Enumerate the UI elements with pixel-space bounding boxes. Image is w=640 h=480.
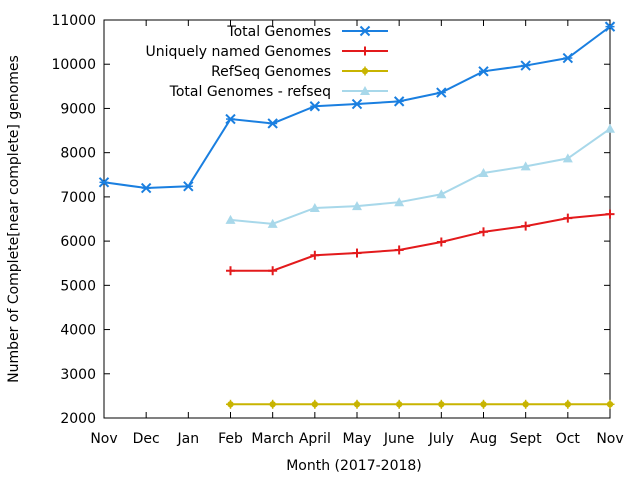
x-tick-label: Sept (510, 431, 542, 447)
x-tick-label: July (428, 431, 454, 447)
series-total-genomes-refseq (225, 123, 615, 228)
data-point (226, 266, 235, 276)
data-point (479, 399, 488, 409)
data-point (562, 52, 574, 64)
x-tick-label: June (383, 431, 415, 447)
x-axis-title: Month (2017-2018) (286, 458, 422, 474)
axis-ticks (103, 19, 611, 419)
x-tick-label: March (251, 431, 294, 447)
legend-label: Total Genomes - refseq (169, 84, 331, 100)
series-line (230, 127, 611, 225)
x-tick-label: Dec (133, 431, 160, 447)
data-point (226, 399, 235, 409)
x-tick-label: April (299, 431, 331, 447)
data-point (351, 98, 363, 110)
x-tick-label: Jan (177, 431, 200, 447)
y-tick-label: 7000 (60, 190, 96, 206)
data-point (140, 182, 152, 194)
data-point (562, 153, 573, 163)
series-refseq-genomes (226, 399, 615, 409)
data-point (352, 248, 362, 258)
y-tick-label: 2000 (60, 411, 96, 427)
data-point (521, 399, 531, 409)
legend-marker (360, 46, 370, 56)
x-tick-label: Feb (218, 431, 243, 447)
data-point (436, 237, 446, 247)
legend-label: Uniquely named Genomes (146, 44, 332, 60)
series-line (230, 213, 611, 272)
y-tick-label: 5000 (60, 278, 96, 294)
legend-item: Uniquely named Genomes (146, 44, 388, 60)
data-point (183, 181, 194, 192)
y-tick-label: 8000 (60, 146, 96, 162)
plot-frame (103, 19, 611, 419)
series-total-genomes (98, 21, 616, 194)
data-point (225, 214, 236, 224)
data-point (268, 266, 278, 276)
x-tick-label: Nov (596, 431, 623, 447)
data-point (394, 399, 404, 409)
y-tick-label: 4000 (60, 323, 96, 339)
data-point (310, 250, 320, 260)
data-point (520, 161, 531, 171)
x-tick-label: Aug (470, 431, 497, 447)
legend-marker (360, 86, 370, 95)
data-point (268, 399, 278, 409)
data-point (393, 96, 405, 107)
data-point (310, 399, 320, 409)
legend: Total Genomes Uniquely named Genomes RefSe… (146, 24, 388, 100)
data-point (352, 201, 362, 211)
series-uniquely-named-genomes (226, 209, 615, 276)
data-point (267, 118, 278, 129)
data-point (563, 213, 573, 223)
data-point (605, 399, 615, 409)
legend-marker (360, 66, 370, 76)
data-point (605, 123, 615, 133)
x-tick-label: May (343, 431, 372, 447)
data-point (394, 197, 405, 207)
data-point (479, 227, 488, 237)
legend-item: RefSeq Genomes (211, 64, 388, 80)
data-point (352, 399, 362, 409)
legend-item: Total Genomes (226, 24, 388, 40)
x-tick-labels: Nov Dec Jan Feb March April May June July Aug Sept… (90, 431, 623, 447)
legend-label: RefSeq Genomes (211, 64, 331, 80)
legend-item: Total Genomes - refseq (169, 84, 388, 100)
data-point (436, 189, 447, 199)
y-tick-label: 6000 (60, 234, 96, 250)
data-point (478, 66, 489, 77)
data-point (309, 101, 321, 112)
y-tick-label: 9000 (60, 101, 96, 117)
y-tick-labels: 2000 3000 4000 5000 6000 7000 8000 9000 10000 110… (51, 13, 96, 427)
y-axis-title: Number of Complete[near complete] genome… (6, 55, 22, 383)
data-point (605, 209, 615, 219)
data-point (436, 399, 446, 409)
series-layer (98, 21, 616, 409)
data-point (394, 245, 404, 255)
data-point (520, 60, 531, 71)
data-point (563, 399, 573, 409)
x-tick-label: Nov (90, 431, 117, 447)
legend-marker (359, 25, 371, 37)
data-point (225, 113, 236, 125)
y-tick-label: 3000 (60, 367, 96, 383)
data-point (521, 221, 531, 231)
legend-label: Total Genomes (226, 24, 331, 40)
data-point (478, 168, 489, 178)
y-tick-label: 11000 (51, 13, 96, 29)
data-point (436, 87, 447, 98)
x-tick-label: Oct (556, 431, 581, 447)
data-point (309, 202, 320, 212)
data-point (267, 218, 278, 228)
y-tick-label: 10000 (51, 57, 96, 73)
data-point (604, 21, 616, 32)
data-point (98, 177, 110, 188)
